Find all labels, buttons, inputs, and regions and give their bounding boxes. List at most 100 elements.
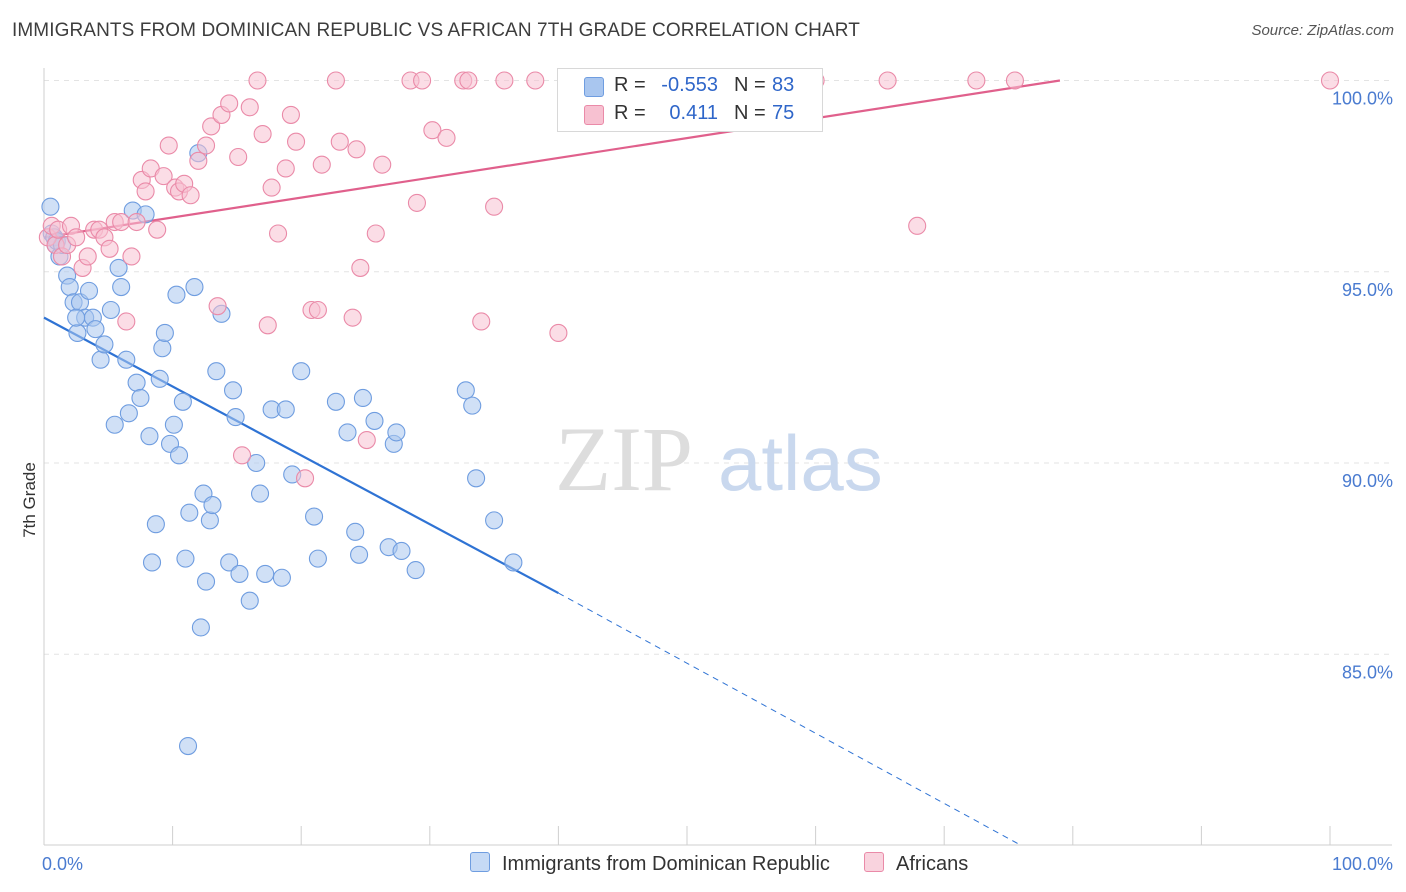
bottom-legend-swatch-blue — [470, 852, 490, 872]
data-point — [353, 388, 372, 408]
data-point — [967, 71, 986, 90]
data-point — [281, 105, 300, 124]
data-point — [109, 258, 128, 277]
data-point — [326, 392, 345, 411]
data-point — [504, 553, 523, 572]
data-point — [292, 362, 311, 381]
data-point — [200, 511, 219, 530]
data-point — [185, 277, 204, 297]
data-point — [117, 312, 136, 331]
data-point — [230, 564, 249, 583]
legend-row-pink: R = 0.411 N = 75 — [558, 100, 820, 128]
axes — [43, 68, 1392, 846]
data-point — [413, 71, 432, 90]
data-point — [189, 151, 208, 170]
data-point — [91, 350, 110, 369]
legend-n-label: N = — [734, 74, 766, 96]
data-point — [549, 323, 568, 343]
data-point — [459, 71, 478, 90]
data-point — [308, 549, 327, 568]
data-point — [272, 568, 291, 587]
correlation-legend: R = -0.553 N = 83 R = 0.411 N = 75 — [557, 68, 823, 132]
data-point — [127, 212, 146, 232]
source-credit: Source: ZipAtlas.com — [1251, 22, 1394, 39]
data-point — [60, 277, 79, 297]
data-point — [269, 224, 288, 243]
data-point — [220, 94, 239, 113]
data-point — [178, 736, 198, 756]
x-tick-label: 100.0% — [1332, 854, 1393, 874]
data-point — [100, 239, 119, 258]
data-point — [308, 300, 327, 320]
data-point — [276, 400, 295, 419]
data-point — [127, 373, 146, 392]
x-tick-labels: 0.0% 100.0% — [42, 854, 1393, 874]
data-point — [203, 496, 222, 515]
data-point — [117, 350, 136, 369]
data-point — [191, 618, 210, 637]
data-point — [148, 220, 167, 239]
data-point — [240, 98, 259, 117]
data-point — [387, 423, 406, 442]
legend-n-value: 83 — [772, 74, 795, 96]
y-tick-label: 100.0% — [1332, 89, 1393, 109]
bottom-legend-pink: Africans — [864, 852, 968, 876]
data-point — [173, 392, 192, 411]
data-point — [101, 300, 120, 320]
data-point — [142, 553, 162, 572]
data-point — [131, 388, 150, 408]
data-point — [164, 415, 183, 434]
data-point — [908, 216, 927, 235]
data-point — [229, 147, 248, 167]
y-tick-label: 95.0% — [1342, 280, 1393, 300]
legend-r-value: -0.553 — [661, 74, 718, 96]
watermark-atlas: atlas — [718, 419, 883, 507]
data-point — [526, 71, 545, 90]
data-point — [256, 564, 275, 583]
data-point — [467, 469, 486, 488]
data-point — [305, 507, 324, 526]
data-point — [312, 155, 331, 174]
data-point — [456, 381, 475, 400]
trend-line-blue-extension — [558, 592, 1022, 846]
data-point — [112, 277, 131, 297]
bottom-legend-label-blue: Immigrants from Dominican Republic — [502, 853, 830, 875]
y-tick-label: 85.0% — [1342, 662, 1393, 682]
data-point — [247, 453, 266, 473]
data-point — [223, 381, 243, 400]
data-point — [365, 411, 384, 430]
y-axis-label: 7th Grade — [20, 462, 39, 538]
data-point — [351, 258, 370, 277]
data-point — [207, 362, 226, 381]
data-point — [86, 320, 105, 339]
legend-n-value: 75 — [772, 102, 795, 124]
data-point — [366, 224, 385, 243]
data-point — [196, 136, 216, 155]
data-point — [220, 553, 239, 572]
bottom-legend-swatch-pink — [864, 852, 884, 872]
y-tick-label: 90.0% — [1342, 471, 1393, 491]
legend-swatch-blue — [584, 77, 604, 97]
data-point — [392, 541, 411, 561]
data-point — [122, 247, 141, 266]
trend-line-pink — [43, 79, 1061, 239]
data-point — [346, 522, 365, 541]
watermark-zip: ZIP — [555, 408, 693, 510]
data-point — [258, 316, 277, 335]
legend-r-label: R = — [614, 102, 646, 124]
data-point — [287, 132, 306, 151]
data-point — [79, 281, 99, 300]
legend-r-value: 0.411 — [669, 102, 718, 124]
data-point — [169, 446, 189, 465]
data-point — [140, 427, 159, 446]
data-point — [343, 308, 362, 327]
bottom-legend-label-pink: Africans — [896, 853, 969, 875]
data-point — [347, 140, 366, 159]
legend-n-label: N = — [734, 102, 766, 124]
data-point — [463, 396, 482, 415]
legend-row-blue: R = -0.553 N = 83 — [558, 72, 820, 100]
watermark: ZIP atlas — [555, 408, 883, 510]
data-point — [495, 71, 514, 90]
data-point — [180, 503, 199, 522]
